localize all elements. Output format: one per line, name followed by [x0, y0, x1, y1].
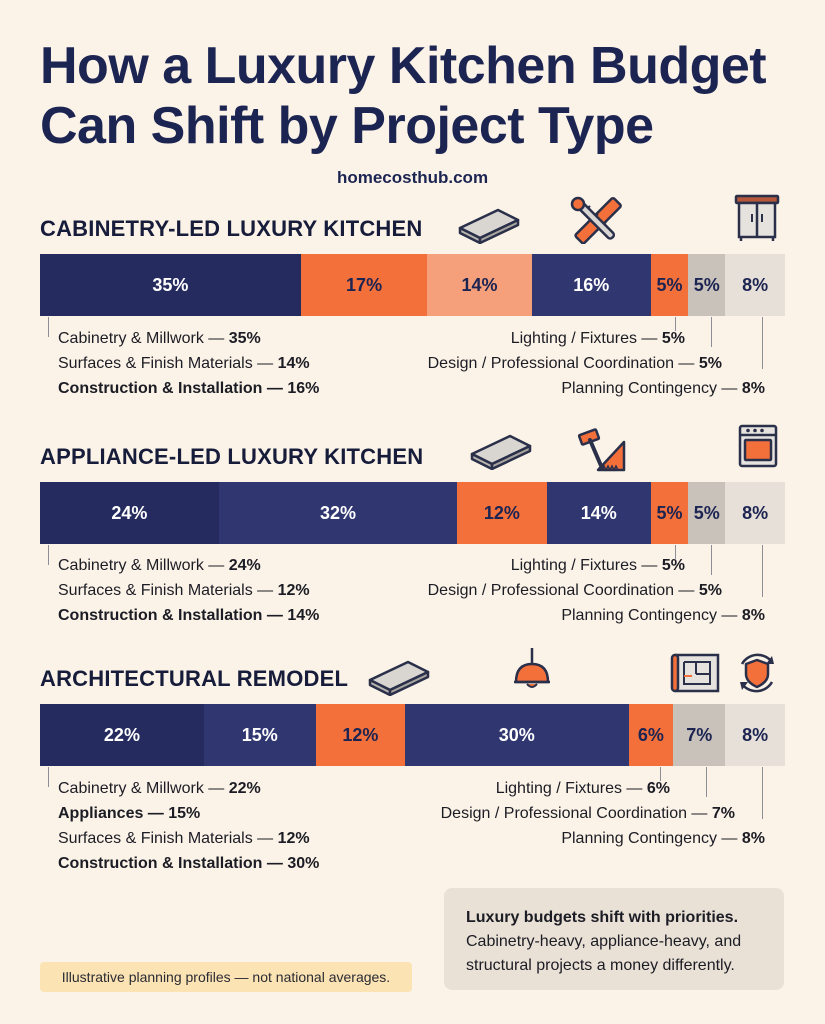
legend-label: Planning Contingency — 8%: [561, 380, 765, 397]
legend-label: Design / Professional Coordination — 5%: [427, 355, 722, 372]
countertop-slab-icon: [470, 434, 532, 470]
bar-segment: 32%: [218, 482, 458, 544]
bar-segment: 15%: [203, 704, 316, 766]
site-url: homecosthub.com: [336, 168, 489, 187]
hammer-saw-icon: [577, 428, 626, 472]
bar-segment: 5%: [650, 482, 689, 544]
legend-label: Surfaces & Finish Materials — 12%: [58, 830, 310, 847]
legend-label: Design / Professional Coordination — 7%: [440, 805, 735, 822]
leader-line: [48, 767, 49, 787]
legend-label: Appliances — 15%: [58, 805, 201, 822]
legend-label: Construction & Installation — 16%: [58, 380, 320, 397]
leader-line: [711, 545, 712, 575]
bar-segment: 7%: [673, 704, 726, 766]
segment-label: 22%: [103, 724, 140, 745]
bar-segment: 22%: [40, 704, 204, 766]
disclaimer-note: Illustrative planning profiles — not nat…: [40, 962, 412, 992]
leader-line: [675, 317, 676, 331]
section-title-cabinetry: CABINETRY-LED LUXURY KITCHEN: [40, 216, 423, 241]
segment-label: 12%: [483, 502, 520, 523]
title-line-1: How a Luxury Kitchen Budget: [40, 37, 767, 95]
bar-segment: 14%: [546, 482, 651, 544]
bar-segment: 8%: [725, 482, 785, 544]
legend-label: Planning Contingency — 8%: [561, 607, 765, 624]
countertop-slab-icon: [368, 660, 430, 696]
legend-label: Lighting / Fixtures — 5%: [510, 557, 685, 574]
legend-label: Lighting / Fixtures — 5%: [510, 330, 685, 347]
bar-segment: 8%: [725, 704, 785, 766]
segment-label: 16%: [573, 274, 610, 295]
blueprint-icon: [670, 653, 720, 693]
segment-label: 12%: [342, 724, 379, 745]
segment-label: 32%: [319, 502, 356, 523]
stacked-bar-architectural: 22% 15% 12% 30% 6% 7% 8%: [40, 704, 785, 766]
bar-segment: 6%: [628, 704, 674, 766]
legend-label: Planning Contingency — 8%: [561, 830, 765, 847]
bar-segment: 17%: [300, 254, 428, 316]
ruler-wrench-icon: [570, 196, 622, 244]
segment-label: 7%: [686, 724, 713, 745]
bar-segment: 5%: [688, 254, 726, 316]
section-title-appliance: APPLIANCE-LED LUXURY KITCHEN: [40, 444, 424, 469]
leader-line: [711, 317, 712, 347]
bar-segment: 14%: [427, 254, 532, 316]
leader-line: [762, 317, 763, 369]
callout-line-1: Cabinetry-heavy, appliance-heavy, and: [466, 933, 742, 950]
leader-line: [762, 545, 763, 597]
segment-label: 8%: [742, 724, 769, 745]
title-line-2: Can Shift by Project Type: [40, 97, 654, 155]
bar-segment: 30%: [405, 704, 629, 766]
legend-label: Cabinetry & Millwork — 22%: [58, 780, 261, 797]
segment-label: 17%: [346, 274, 383, 295]
bar-segment: 24%: [40, 482, 219, 544]
legend-label: Lighting / Fixtures — 6%: [495, 780, 670, 797]
segment-label: 5%: [656, 274, 683, 295]
bar-segment: 12%: [315, 704, 406, 766]
bar-segment: 5%: [650, 254, 689, 316]
stacked-bar-cabinetry: 35% 17% 14% 16% 5% 5% 8%: [40, 254, 785, 316]
leader-line: [48, 317, 49, 337]
callout-box: Luxury budgets shift with priorities. Ca…: [444, 888, 784, 990]
leader-line: [762, 767, 763, 819]
oven-icon: [738, 424, 778, 468]
leader-line: [675, 545, 676, 559]
legend-label: Construction & Installation — 14%: [58, 607, 320, 624]
countertop-slab-icon: [458, 208, 520, 244]
legend-label: Construction & Installation — 30%: [58, 855, 320, 872]
segment-label: 14%: [461, 274, 498, 295]
segment-label: 8%: [742, 502, 769, 523]
bar-segment: 8%: [725, 254, 785, 316]
stacked-bar-appliance: 24% 32% 12% 14% 5% 5% 8%: [40, 482, 785, 544]
callout-heading: Luxury budgets shift with priorities.: [466, 909, 739, 926]
segment-label: 35%: [152, 274, 189, 295]
segment-label: 8%: [742, 274, 769, 295]
bar-segment: 16%: [531, 254, 651, 316]
legend-label: Cabinetry & Millwork — 24%: [58, 557, 261, 574]
segment-label: 14%: [580, 502, 617, 523]
section-title-architectural: ARCHITECTURAL REMODEL: [40, 666, 349, 691]
legend-label: Design / Professional Coordination — 5%: [427, 582, 722, 599]
leader-line: [660, 767, 661, 781]
bar-segment: 35%: [40, 254, 301, 316]
pendant-lamp-icon: [514, 648, 550, 688]
bar-segment: 5%: [688, 482, 726, 544]
segment-label: 5%: [656, 502, 683, 523]
leader-line: [48, 545, 49, 565]
cabinet-icon: [734, 194, 780, 241]
leader-line: [706, 767, 707, 797]
shield-refresh-icon: [740, 653, 774, 693]
legend-label: Surfaces & Finish Materials — 12%: [58, 582, 310, 599]
bar-segment: 12%: [457, 482, 547, 544]
segment-label: 5%: [693, 274, 720, 295]
segment-label: 30%: [498, 724, 535, 745]
callout-line-2: structural projects a money differently.: [466, 957, 735, 974]
segment-label: 6%: [637, 724, 664, 745]
legend-label: Cabinetry & Millwork — 35%: [58, 330, 261, 347]
segment-label: 24%: [111, 502, 148, 523]
segment-label: 5%: [693, 502, 720, 523]
segment-label: 15%: [241, 724, 278, 745]
page-title: How a Luxury Kitchen Budget Can Shift by…: [40, 36, 800, 156]
legend-label: Surfaces & Finish Materials — 14%: [58, 355, 310, 372]
